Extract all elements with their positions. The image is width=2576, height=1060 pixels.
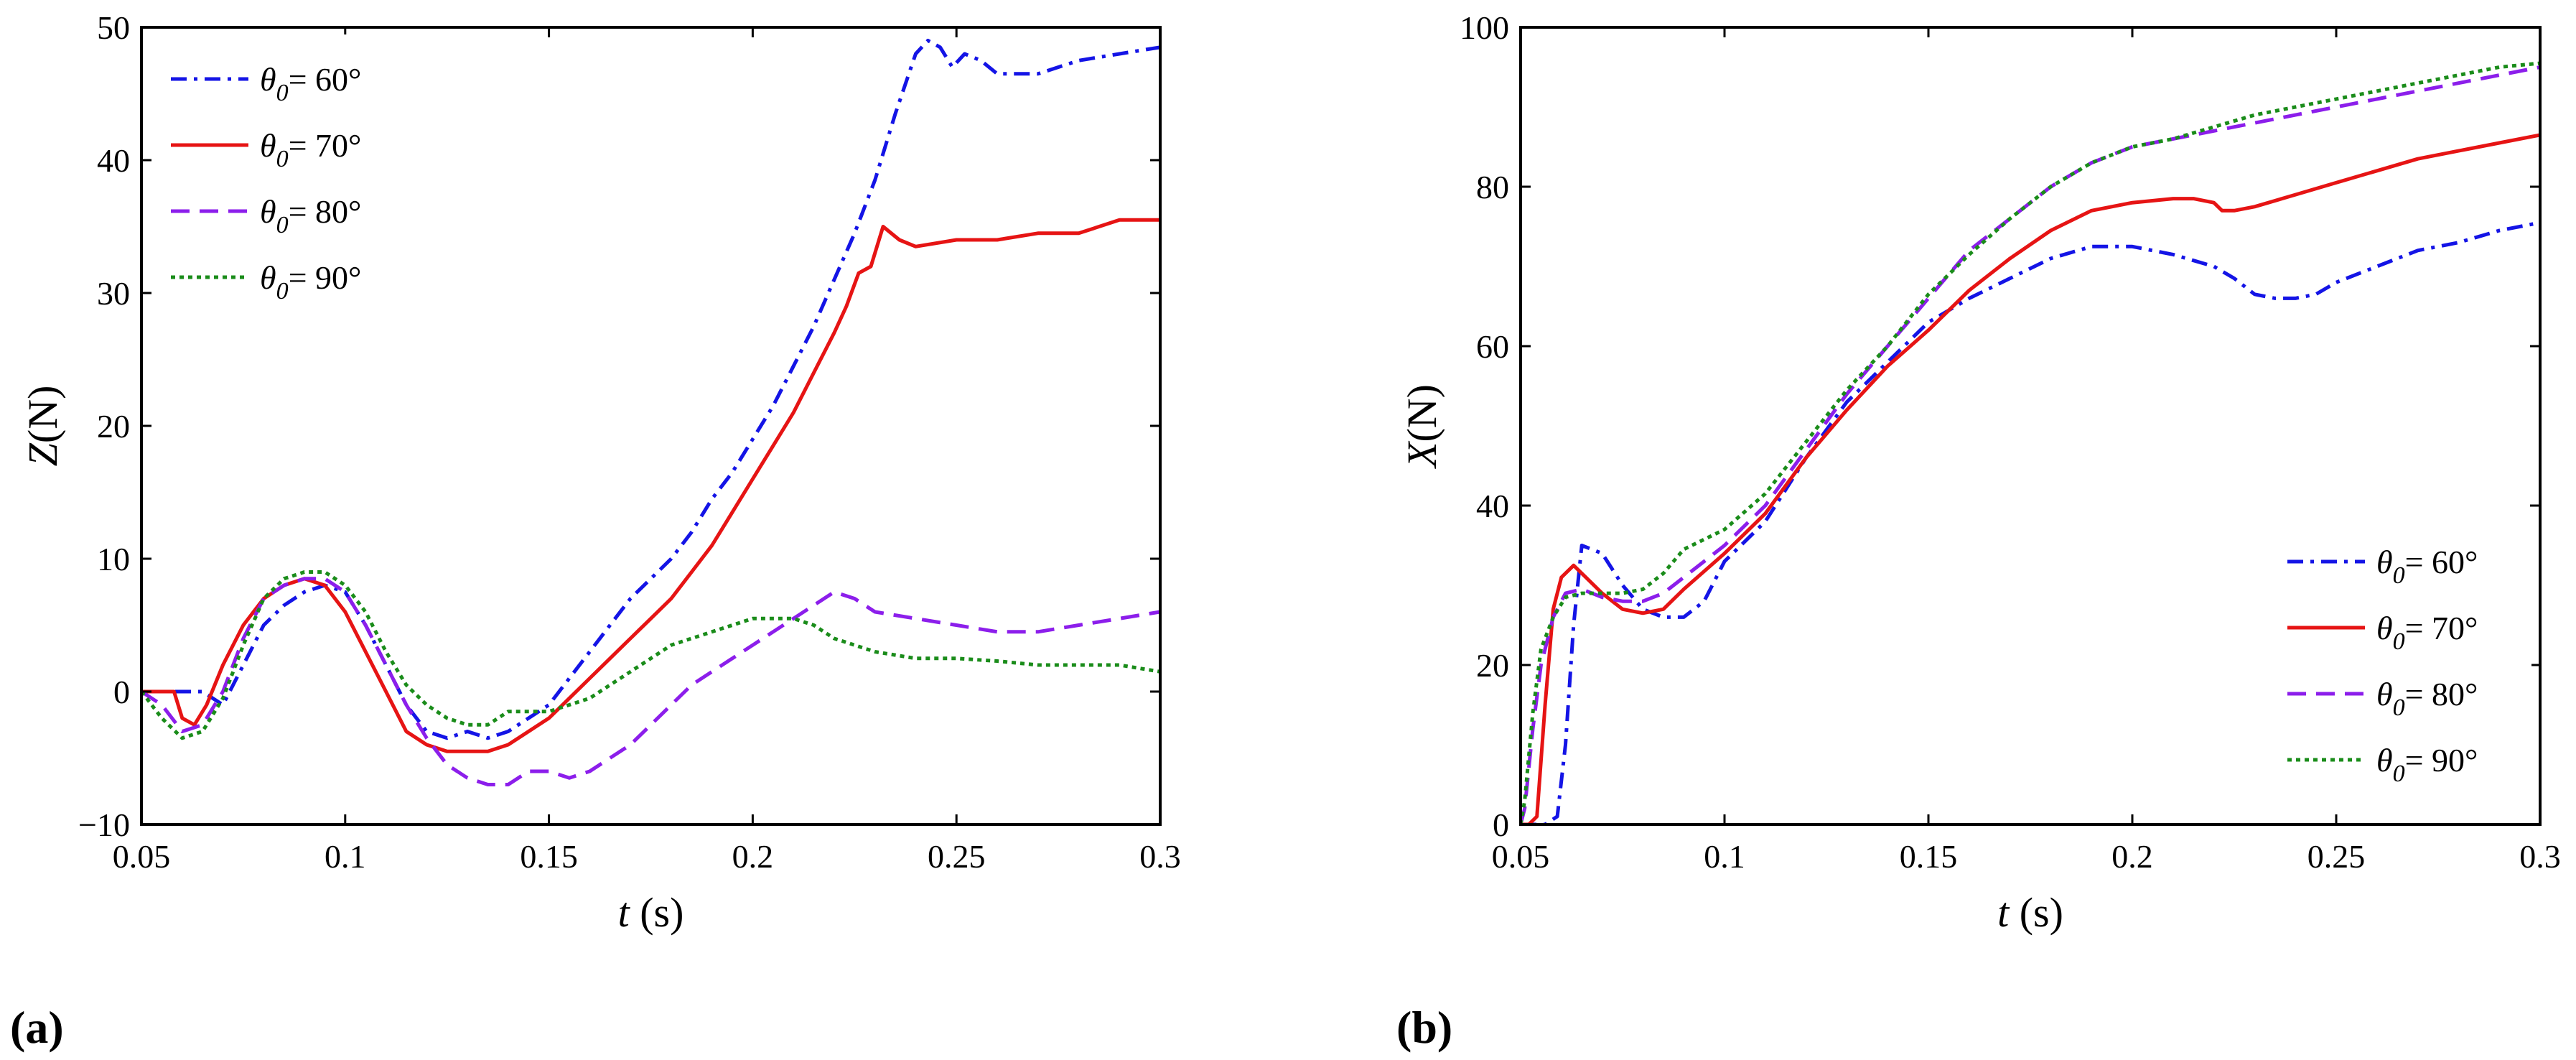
x-tick-label: 0.05 (113, 838, 171, 875)
panel-label: (b) (1396, 1002, 1452, 1053)
legend-entry: θ0= 60° (260, 61, 361, 106)
legend-entry: θ0= 70° (260, 127, 361, 172)
x-tick-label: 0.15 (520, 838, 578, 875)
legend-background (2273, 517, 2531, 789)
y-tick-label: 50 (97, 9, 130, 46)
x-axis-label: t (s) (1997, 889, 2063, 936)
x-tick-label: 0.25 (928, 838, 986, 875)
legend: θ0= 60° θ0= 70° θ0= 80° θ0= 90° (157, 34, 415, 306)
x-tick-label: 0.15 (1900, 838, 1958, 875)
x-tick-label: 0.25 (2307, 838, 2366, 875)
y-tick-label: 100 (1460, 9, 1509, 46)
axes-frame (1519, 26, 2542, 826)
y-tick-label: 60 (1476, 328, 1509, 365)
series-line-80deg (141, 577, 1160, 786)
y-tick-label: 40 (97, 142, 130, 179)
x-tick-label: 0.3 (1139, 838, 1181, 875)
chart-a: 0.05 0.1 0.15 0.2 0.25 0.3 −10 0 10 20 30 40 50 t (s)… (10, 9, 1181, 1053)
y-tick-label: 20 (97, 408, 130, 445)
legend: θ0= 60° θ0= 70° θ0= 80° θ0= 90° (2273, 517, 2531, 789)
x-tick-label: 0.1 (1704, 838, 1745, 875)
y-tick-label: 0 (1493, 806, 1509, 843)
y-axis-label: Z(N) (19, 386, 66, 467)
y-tick-label: 0 (113, 674, 130, 710)
plot-area (141, 39, 1160, 786)
x-tick-label: 0.05 (1492, 838, 1550, 875)
legend-entry: θ0= 60° (2376, 544, 2478, 589)
y-tick-label: 80 (1476, 169, 1509, 205)
y-tick-label: −10 (78, 806, 130, 843)
x-axis-label: t (s) (618, 889, 684, 936)
panel-label: (a) (10, 1002, 64, 1053)
series-line-90deg (141, 570, 1160, 740)
legend-entry: θ0= 90° (260, 259, 361, 304)
y-tick-label: 20 (1476, 647, 1509, 684)
x-tick-label: 0.2 (732, 838, 774, 875)
legend-entry: θ0= 80° (2376, 676, 2478, 721)
y-tick-label: 30 (97, 275, 130, 312)
y-tick-label: 10 (97, 541, 130, 577)
y-axis-label: X(N) (1399, 384, 1445, 469)
legend-entry: θ0= 80° (260, 193, 361, 238)
x-tick-label: 0.1 (325, 838, 366, 875)
chart-b: 0.05 0.1 0.15 0.2 0.25 0.3 0 20 40 60 80 100 t (s) X(… (1396, 9, 2561, 1053)
x-tick-label: 0.3 (2519, 838, 2561, 875)
legend-background (157, 34, 415, 306)
y-tick-label: 40 (1476, 488, 1509, 524)
legend-entry: θ0= 90° (2376, 742, 2478, 787)
series-line-80deg (1521, 65, 2540, 824)
series-line-60deg (141, 39, 1160, 740)
series-line-70deg (141, 218, 1160, 753)
series-line-70deg (1521, 133, 2540, 824)
plot-area (1521, 61, 2540, 824)
x-tick-label: 0.2 (2111, 838, 2153, 875)
legend-entry: θ0= 70° (2376, 610, 2478, 655)
